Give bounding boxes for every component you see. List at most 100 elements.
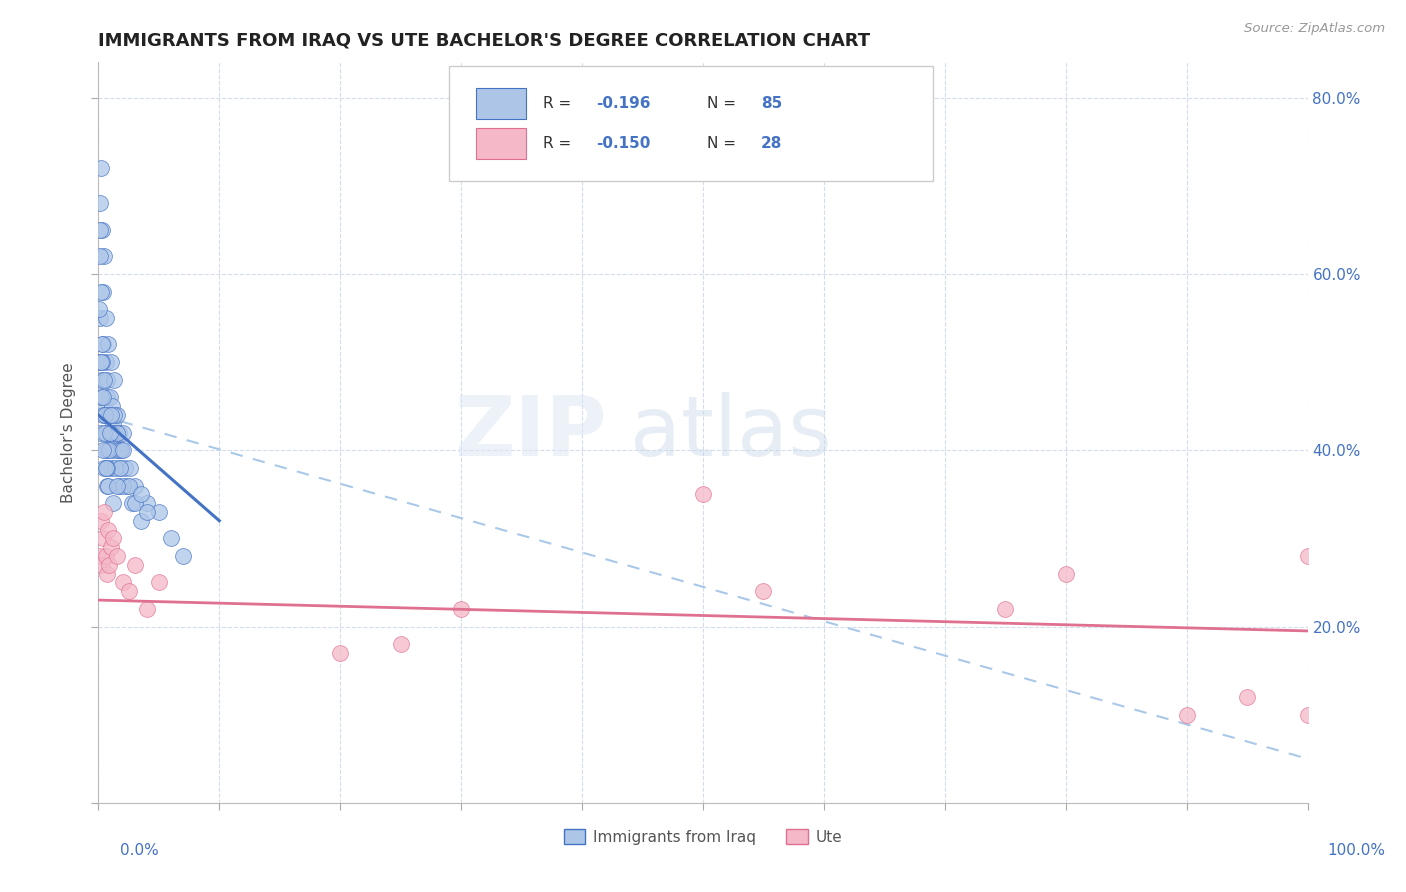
Point [101, 496, 124, 510]
Point [118, 478, 141, 492]
Point [135, 602, 157, 616]
Text: N =: N = [707, 95, 741, 111]
Point [101, 532, 124, 546]
Point [172, 549, 194, 563]
Point [91, 337, 114, 351]
Text: 28: 28 [761, 136, 782, 152]
Point [111, 575, 134, 590]
Text: atlas: atlas [630, 392, 832, 473]
Point [98, 425, 121, 440]
Point [329, 646, 352, 660]
Point [994, 602, 1017, 616]
Text: -0.196: -0.196 [596, 95, 651, 111]
Text: N =: N = [707, 136, 741, 152]
Point [100, 355, 122, 369]
Point [98, 408, 121, 422]
Point [94, 461, 117, 475]
Point [90, 373, 112, 387]
Point [96, 461, 118, 475]
Point [93, 505, 115, 519]
Point [135, 505, 157, 519]
Point [129, 514, 152, 528]
Point [90, 514, 112, 528]
Point [124, 478, 146, 492]
Point [105, 549, 128, 563]
Point [104, 425, 127, 440]
Point [1054, 566, 1077, 581]
Point [121, 496, 143, 510]
Point [94, 408, 117, 422]
Point [96, 390, 118, 404]
Point [97, 478, 120, 492]
Point [97, 408, 120, 422]
Point [91, 390, 114, 404]
Point [91, 443, 114, 458]
Point [108, 478, 131, 492]
Point [692, 487, 714, 501]
Point [105, 425, 128, 440]
Point [87, 355, 110, 369]
Point [118, 584, 141, 599]
Text: Source: ZipAtlas.com: Source: ZipAtlas.com [1244, 22, 1385, 36]
Point [105, 408, 128, 422]
Point [90, 355, 112, 369]
Point [107, 443, 129, 458]
Point [96, 355, 118, 369]
Point [107, 443, 129, 458]
Point [450, 602, 472, 616]
Point [1236, 690, 1258, 704]
Point [96, 443, 118, 458]
Point [101, 417, 124, 431]
Point [90, 390, 112, 404]
Point [105, 478, 128, 492]
Point [89, 223, 111, 237]
Point [98, 558, 121, 572]
Point [110, 443, 132, 458]
Point [101, 443, 124, 458]
Point [96, 373, 118, 387]
Point [1175, 707, 1198, 722]
Point [103, 373, 125, 387]
Point [100, 540, 122, 554]
Text: IMMIGRANTS FROM IRAQ VS UTE BACHELOR'S DEGREE CORRELATION CHART: IMMIGRANTS FROM IRAQ VS UTE BACHELOR'S D… [98, 32, 870, 50]
Point [91, 558, 114, 572]
Text: 0.0%: 0.0% [120, 843, 159, 858]
Point [111, 425, 134, 440]
Point [91, 285, 114, 299]
Point [93, 425, 115, 440]
Point [98, 425, 121, 440]
Point [389, 637, 412, 651]
FancyBboxPatch shape [475, 128, 526, 160]
Point [100, 425, 122, 440]
Point [104, 461, 127, 475]
Point [97, 443, 120, 458]
Point [118, 461, 141, 475]
Point [100, 461, 122, 475]
Point [1296, 549, 1319, 563]
Point [108, 461, 131, 475]
Point [91, 408, 114, 422]
Point [93, 249, 115, 263]
Point [110, 443, 132, 458]
Point [89, 311, 111, 326]
Point [100, 408, 122, 422]
Point [135, 496, 157, 510]
Point [97, 443, 120, 458]
Text: ZIP: ZIP [454, 392, 606, 473]
Point [94, 311, 117, 326]
Point [108, 461, 131, 475]
Point [89, 425, 111, 440]
Point [752, 584, 775, 599]
Point [103, 408, 125, 422]
Point [97, 523, 120, 537]
Point [1296, 707, 1319, 722]
Point [97, 337, 120, 351]
Point [148, 505, 170, 519]
Legend: Immigrants from Iraq, Ute: Immigrants from Iraq, Ute [558, 823, 848, 851]
Point [124, 558, 146, 572]
Point [89, 249, 111, 263]
Point [91, 223, 114, 237]
Point [94, 425, 117, 440]
Point [160, 532, 183, 546]
Point [108, 425, 131, 440]
